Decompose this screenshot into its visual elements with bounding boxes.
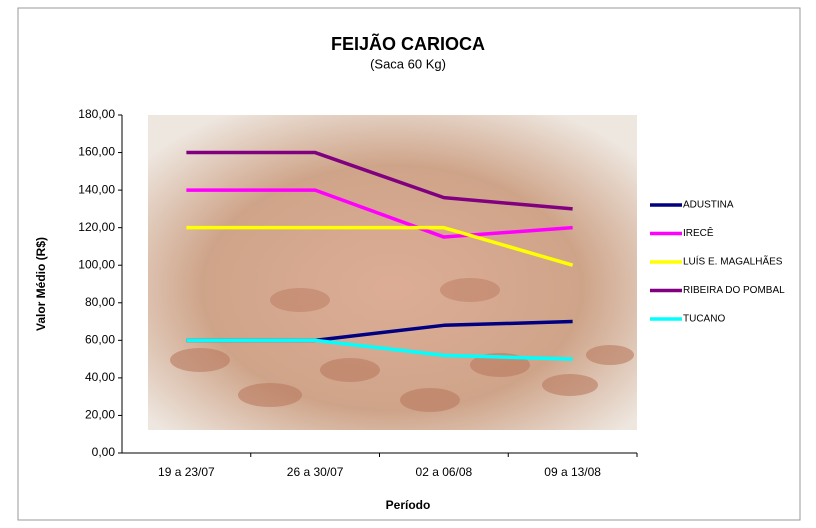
legend-label: LUÍS E. MAGALHÃES bbox=[683, 255, 783, 268]
legend-label: RIBEIRA DO POMBAL bbox=[683, 285, 785, 296]
y-tick-label: 160,00 bbox=[78, 145, 115, 159]
y-tick-label: 180,00 bbox=[78, 107, 115, 121]
x-tick-label: 02 a 06/08 bbox=[416, 465, 473, 479]
legend-label: ADUSTINA bbox=[683, 200, 734, 211]
x-axis-label: Período bbox=[386, 498, 431, 512]
legend-label: IRECÊ bbox=[683, 226, 714, 239]
y-tick-label: 120,00 bbox=[78, 220, 115, 234]
y-tick-label: 140,00 bbox=[78, 182, 115, 196]
y-tick-label: 100,00 bbox=[78, 257, 115, 271]
y-tick-label: 60,00 bbox=[85, 333, 115, 347]
chart-title: FEIJÃO CARIOCA bbox=[331, 33, 485, 54]
y-tick-label: 0,00 bbox=[92, 445, 116, 459]
x-tick-label: 09 a 13/08 bbox=[544, 465, 601, 479]
background-image bbox=[148, 115, 637, 430]
chart-subtitle: (Saca 60 Kg) bbox=[370, 56, 446, 71]
y-tick-label: 40,00 bbox=[85, 370, 115, 384]
legend-label: TUCANO bbox=[683, 314, 725, 325]
x-tick-label: 19 a 23/07 bbox=[158, 465, 215, 479]
x-tick-label: 26 a 30/07 bbox=[287, 465, 344, 479]
y-axis-label: Valor Médio (R$) bbox=[34, 237, 48, 331]
y-tick-label: 20,00 bbox=[85, 408, 115, 422]
y-tick-label: 80,00 bbox=[85, 295, 115, 309]
chart: FEIJÃO CARIOCA (Saca 60 Kg) Período Valo… bbox=[0, 0, 816, 528]
